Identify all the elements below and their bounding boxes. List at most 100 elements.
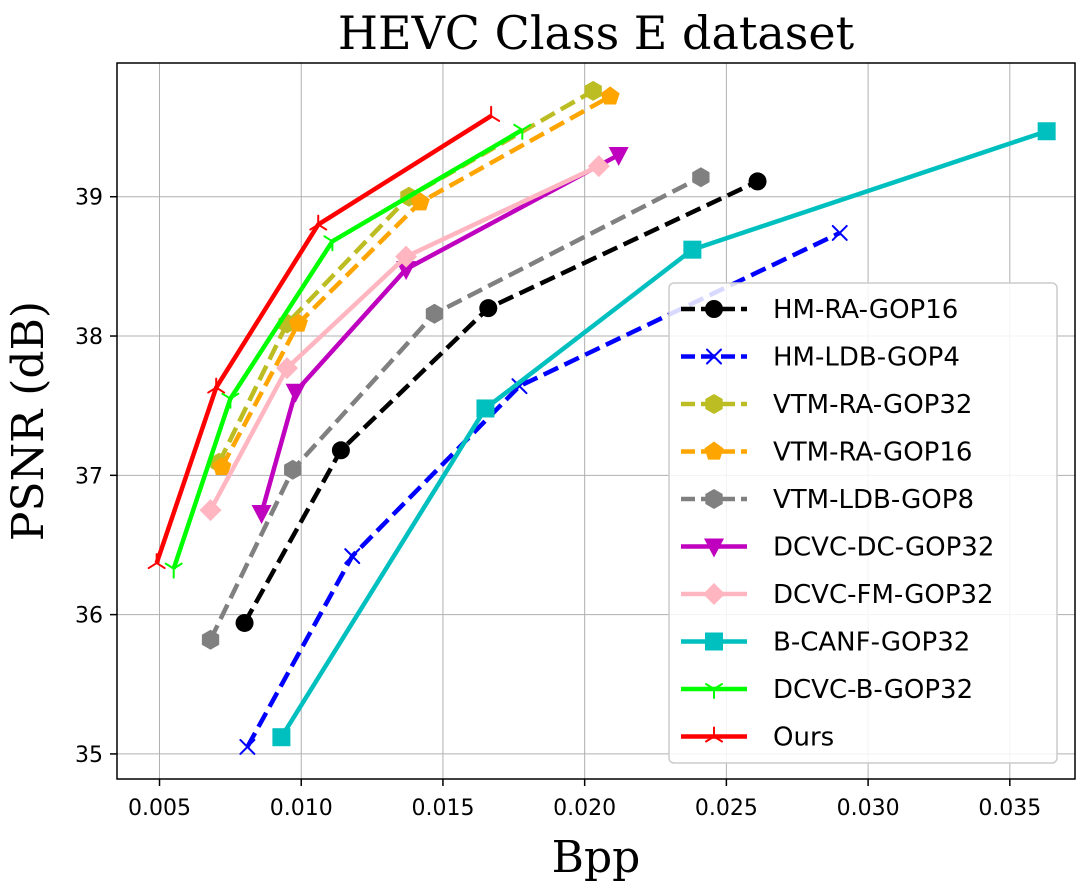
series-ours-point-stroke xyxy=(147,562,158,570)
series-vtm-ldb-gop8-point xyxy=(284,459,302,480)
series-dcvc-b-gop32-point xyxy=(221,392,240,409)
y-tick-label: 36 xyxy=(75,604,103,629)
series-hm-ra-gop16-point-shape xyxy=(748,172,767,191)
legend-vtm-ra-gop16: VTM-RA-GOP16 xyxy=(681,438,972,468)
series-vtm-ldb-gop8-line xyxy=(208,175,702,641)
series-hm-ra-gop16-point-shape xyxy=(331,441,350,460)
series-hm-ldb-gop4-point-stroke xyxy=(344,548,361,565)
legend-ours-marker-stroke xyxy=(713,735,723,743)
series-vtm-ldb-gop8-point-shape xyxy=(425,303,444,324)
series-b-canf-gop32-point xyxy=(1037,122,1056,141)
series-dcvc-dc-gop32-line xyxy=(259,152,620,514)
legend-vtm-ra-gop32: VTM-RA-GOP32 xyxy=(681,390,972,420)
legend-vtm-ldb-gop8-marker xyxy=(705,489,723,509)
legend-dcvc-fm-gop32-marker-shape xyxy=(703,583,725,605)
legend-hm-ra-gop16: HM-RA-GOP16 xyxy=(681,295,958,325)
series-vtm-ra-gop16-point-shape xyxy=(600,86,620,105)
series-dcvc-dc-gop32 xyxy=(251,146,629,524)
x-tick-label: 0.025 xyxy=(695,796,758,821)
series-dcvc-fm-gop32-line xyxy=(208,164,600,512)
axis-ticks: 0.005 0.010 0.015 0.020 0.025 0.030 0.035 35 36 3… xyxy=(75,186,1041,821)
series-dcvc-b-gop32-point xyxy=(164,562,183,579)
series-b-canf-gop32-point-shape xyxy=(272,728,291,747)
series-layer xyxy=(147,80,1056,755)
series-b-canf-gop32 xyxy=(272,122,1056,747)
series-ours-point-stroke xyxy=(309,223,320,231)
series-vtm-ldb-gop8-point xyxy=(692,167,710,188)
series-dcvc-fm-gop32-point xyxy=(276,357,299,380)
x-tick-label: 0.005 xyxy=(128,796,191,821)
legend-b-canf-gop32-label: B-CANF-GOP32 xyxy=(773,628,970,658)
series-b-canf-gop32-point-shape xyxy=(1037,122,1056,141)
x-tick-label: 0.015 xyxy=(411,796,474,821)
series-dcvc-b-gop32 xyxy=(164,123,532,579)
series-dcvc-b-gop32-point-stroke xyxy=(164,562,175,570)
series-vtm-ra-gop16 xyxy=(212,86,620,476)
series-dcvc-dc-gop32-point-shape xyxy=(396,261,417,281)
series-dcvc-b-gop32-point-stroke xyxy=(323,235,334,243)
series-dcvc-dc-gop32-point xyxy=(396,261,417,281)
series-ours-point-stroke xyxy=(207,386,218,394)
series-b-canf-gop32-point-shape xyxy=(683,240,702,259)
series-ours-point xyxy=(482,105,501,122)
legend-hm-ldb-gop4-marker xyxy=(706,348,722,365)
series-b-canf-gop32-line xyxy=(279,129,1048,739)
series-hm-ra-gop16-point-shape xyxy=(479,299,498,318)
series-hm-ra-gop16 xyxy=(235,172,767,632)
series-vtm-ra-gop16-point-shape xyxy=(288,313,308,332)
legend-dcvc-dc-gop32-marker-shape xyxy=(704,538,724,558)
series-ours-point-stroke xyxy=(215,386,226,394)
series-dcvc-fm-gop32-point-shape xyxy=(395,245,418,268)
series-vtm-ra-gop16-point xyxy=(600,86,620,105)
legend-b-canf-gop32: B-CANF-GOP32 xyxy=(681,628,970,658)
y-tick-label: 38 xyxy=(75,325,103,350)
series-dcvc-dc-gop32-point-shape xyxy=(285,383,306,403)
legend: HM-RA-GOP16 HM-LDB-GOP4 VTM-RA-GOP32 VTM-RA… xyxy=(668,282,1058,764)
legend-vtm-ldb-gop8-marker-shape xyxy=(705,489,723,509)
plot-frame xyxy=(116,62,1076,780)
x-tick-label: 0.030 xyxy=(837,796,900,821)
x-tick-label: 0.020 xyxy=(553,796,616,821)
series-ours-point-stroke xyxy=(155,562,166,570)
x-tick-label: 0.035 xyxy=(978,796,1041,821)
series-vtm-ra-gop32-point-shape xyxy=(584,80,602,101)
series-vtm-ldb-gop8-point-shape xyxy=(201,629,220,650)
legend-dcvc-dc-gop32-label: DCVC-DC-GOP32 xyxy=(773,533,994,563)
legend-hm-ra-gop16-marker-shape xyxy=(705,300,723,318)
legend-hm-ldb-gop4-label: HM-LDB-GOP4 xyxy=(773,343,960,373)
series-dcvc-dc-gop32-point xyxy=(285,383,306,403)
series-vtm-ra-gop16-point xyxy=(410,192,430,211)
series-dcvc-b-gop32-point-stroke xyxy=(521,123,532,131)
y-axis-label: PSNR (dB) xyxy=(3,301,54,541)
series-vtm-ra-gop16-point-shape xyxy=(410,192,430,211)
series-dcvc-b-gop32-point-stroke xyxy=(172,562,183,570)
legend-vtm-ldb-gop8-label: VTM-LDB-GOP8 xyxy=(773,485,974,515)
series-dcvc-fm-gop32-point xyxy=(587,155,610,178)
series-ours-point-stroke xyxy=(482,114,493,122)
series-b-canf-gop32-point xyxy=(476,399,495,418)
legend-ours-marker-stroke xyxy=(705,735,715,743)
series-dcvc-b-gop32-point xyxy=(323,235,342,252)
legend-dcvc-b-gop32-marker xyxy=(705,683,723,699)
series-dcvc-b-gop32-point-stroke xyxy=(331,235,342,243)
y-tick-label: 39 xyxy=(75,186,103,211)
series-vtm-ldb-gop8 xyxy=(201,167,710,650)
series-vtm-ra-gop16-line xyxy=(219,94,612,469)
legend-vtm-ra-gop32-marker xyxy=(705,394,723,414)
series-ours-point-stroke xyxy=(490,114,501,122)
series-hm-ra-gop16-point xyxy=(235,613,254,632)
series-dcvc-fm-gop32-point-shape xyxy=(276,357,299,380)
y-tick-label: 37 xyxy=(75,464,103,489)
series-hm-ldb-gop4-point-stroke xyxy=(831,224,848,241)
series-hm-ra-gop16-line xyxy=(242,179,759,625)
series-dcvc-dc-gop32-point-shape xyxy=(608,146,629,166)
series-dcvc-fm-gop32-point xyxy=(199,499,222,522)
legend-ours: Ours xyxy=(681,723,834,753)
series-vtm-ldb-gop8-point xyxy=(201,629,220,650)
legend-dcvc-fm-gop32: DCVC-FM-GOP32 xyxy=(681,580,994,610)
legend-dcvc-b-gop32: DCVC-B-GOP32 xyxy=(681,675,973,705)
series-dcvc-b-gop32-line xyxy=(171,127,524,570)
legend-ours-marker xyxy=(705,726,723,743)
chart-title: HEVC Class E dataset xyxy=(338,6,855,60)
legend-dcvc-b-gop32-marker-stroke xyxy=(713,683,723,690)
